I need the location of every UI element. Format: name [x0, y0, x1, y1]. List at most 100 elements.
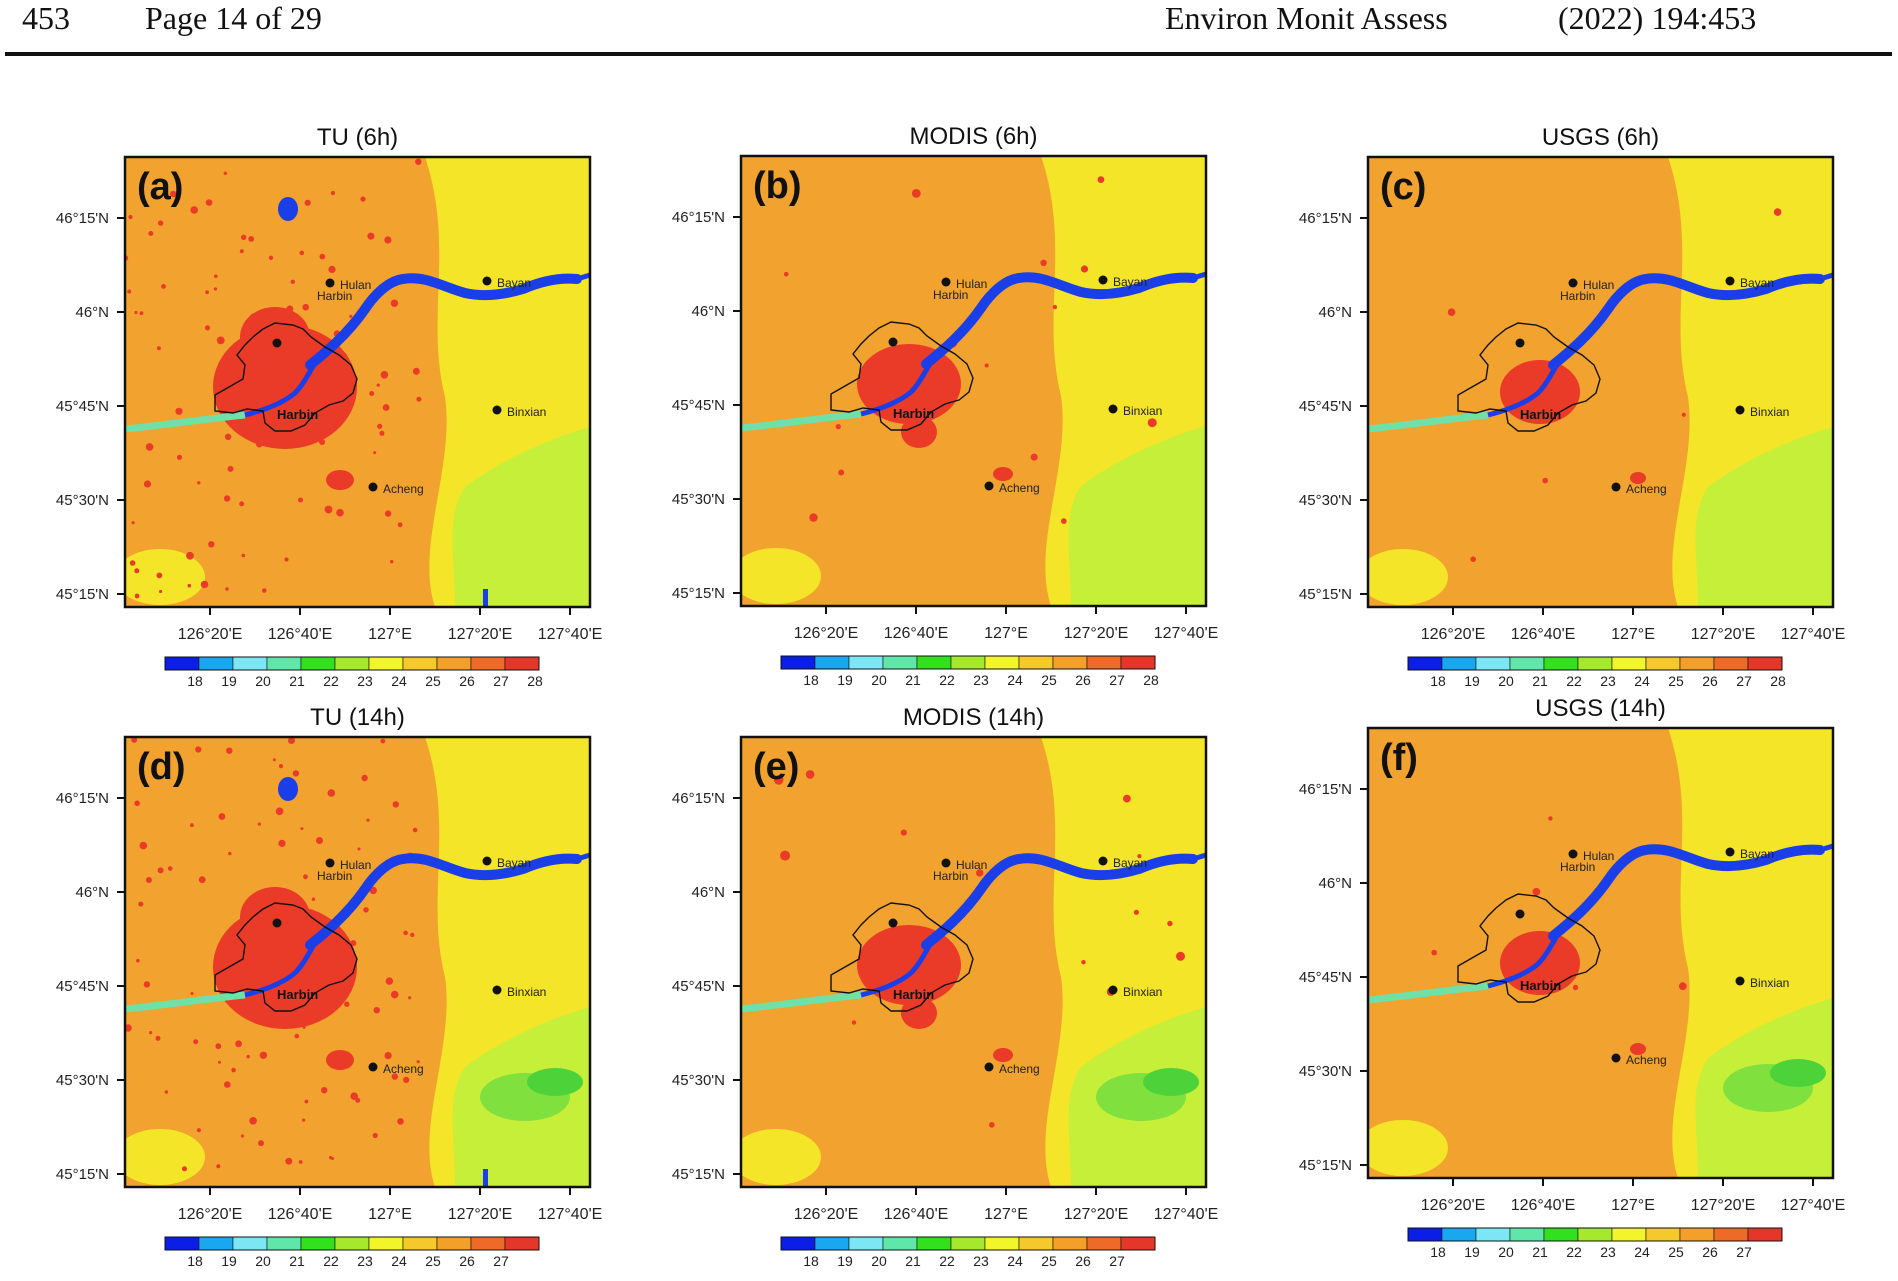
place-label-hulan: Hulan	[956, 858, 987, 872]
rural-patch	[741, 1129, 821, 1185]
city-boundary	[1457, 322, 1601, 432]
colorbar-swatch	[882, 655, 918, 670]
place-marker	[1735, 405, 1745, 415]
urban-speckle	[227, 465, 234, 472]
urban-speckle	[379, 430, 385, 436]
colorbar-swatch	[1407, 656, 1443, 671]
urban-speckle	[125, 1024, 132, 1032]
place-marker	[492, 405, 502, 415]
colorbar-swatch	[780, 1236, 816, 1251]
place-label-acheng: Acheng	[1626, 482, 1667, 496]
urban-speckle	[294, 1033, 300, 1039]
colorbar-label: 19	[837, 672, 853, 688]
lon-tick-label: 127°E	[984, 1206, 1028, 1223]
urban-speckle	[182, 1166, 187, 1172]
colorbar-label: 21	[905, 672, 921, 688]
urban-speckle	[239, 249, 244, 254]
map-panel-f: Hulan Bayan Harbin Binxian Acheng Harbin (f) US…	[1299, 695, 1845, 1260]
colorbar-swatch	[1679, 1227, 1715, 1242]
lon-tick-label: 127°20'E	[1064, 625, 1129, 642]
place-marker	[325, 858, 335, 868]
colorbar-swatch	[848, 655, 884, 670]
lon-tick-label: 127°E	[368, 1206, 412, 1223]
urban-speckle	[138, 901, 144, 907]
lon-tick-label: 127°40'E	[1781, 1197, 1846, 1214]
urban-speckle	[1137, 854, 1142, 859]
songhua-river	[921, 853, 1198, 950]
city-boundary	[1457, 893, 1601, 1003]
colorbar-swatch	[1543, 656, 1579, 671]
urban-south	[901, 416, 937, 448]
colorbar-swatch	[470, 656, 506, 671]
place-label-binxian: Binxian	[1123, 985, 1162, 999]
urban-speckle	[1080, 265, 1089, 273]
colorbar-label: 19	[837, 1253, 853, 1269]
header-rule	[5, 52, 1892, 56]
urban-speckle	[838, 469, 845, 476]
colorbar-label: 25	[1041, 672, 1057, 688]
colorbar-label: 20	[255, 673, 271, 689]
colorbar-label: 18	[803, 1253, 819, 1269]
rural-patch	[125, 1129, 205, 1185]
urban-speckle	[302, 1118, 306, 1122]
place-marker	[941, 277, 951, 287]
urban-speckle	[384, 510, 392, 517]
place-label-hulan: Hulan	[340, 278, 371, 292]
lon-tick-label: 127°20'E	[448, 626, 513, 643]
urban-satellite	[326, 1050, 354, 1070]
urban-speckle	[377, 423, 383, 429]
lat-tick-label: 45°45'N	[672, 978, 725, 995]
urban-speckle	[204, 325, 211, 331]
river-lowland	[125, 991, 246, 1013]
river-east	[576, 852, 590, 862]
colorbar-swatch	[1052, 655, 1088, 670]
map-frame	[1366, 726, 1835, 1180]
urban-satellite	[993, 1048, 1013, 1062]
lon-tick-label: 126°40'E	[884, 1206, 949, 1223]
urban-speckle	[156, 572, 163, 579]
urban-speckle	[1532, 887, 1541, 896]
place-label-bayan: Bayan	[497, 276, 531, 290]
place-marker	[272, 918, 282, 928]
colorbar-swatch	[1577, 1227, 1613, 1242]
urban-speckle	[131, 521, 135, 525]
colorbar-label: 26	[1075, 672, 1091, 688]
lat-tick-label: 46°N	[691, 884, 725, 901]
panel-letter: (e)	[753, 746, 799, 788]
urban-speckle	[299, 250, 305, 256]
rural-patch	[125, 549, 205, 605]
lat-tick-label: 45°45'N	[672, 397, 725, 414]
place-label-harbin: Harbin	[1560, 860, 1595, 874]
lon-tick-label: 127°40'E	[1154, 1206, 1219, 1223]
urban-speckle	[213, 287, 218, 291]
colorbar-swatch	[916, 1236, 952, 1251]
colorbar-label: 27	[1109, 672, 1125, 688]
urban-speckle	[290, 279, 295, 284]
page-header-citation: (2022) 194:453	[1558, 0, 1757, 36]
place-marker	[1515, 338, 1525, 348]
urban-speckle	[369, 391, 375, 396]
urban-speckle	[216, 1164, 221, 1169]
lon-tick-label: 126°20'E	[178, 1206, 243, 1223]
urban-speckle	[360, 196, 366, 202]
lat-tick-label: 45°30'N	[672, 491, 725, 508]
urban-speckle	[190, 206, 198, 214]
urban-speckle	[373, 451, 377, 455]
urban-speckle	[156, 346, 161, 351]
lat-tick-label: 45°45'N	[56, 978, 109, 995]
colorbar-label: 20	[255, 1253, 271, 1269]
place-label-hulan: Hulan	[956, 277, 987, 291]
colorbar-label: 19	[221, 1253, 237, 1269]
colorbar-label: 20	[1498, 1244, 1514, 1260]
urban-speckle	[1167, 920, 1173, 927]
place-label-binxian: Binxian	[507, 985, 546, 999]
forest-zone	[1695, 427, 1833, 607]
river-channel	[244, 361, 318, 418]
colorbar-swatch	[402, 1236, 438, 1251]
urban-speckle	[397, 1118, 404, 1125]
lat-tick-label: 46°N	[691, 303, 725, 320]
colorbar-swatch	[470, 1236, 506, 1251]
urban-speckle	[145, 443, 154, 451]
lon-tick-label: 126°20'E	[794, 1206, 859, 1223]
